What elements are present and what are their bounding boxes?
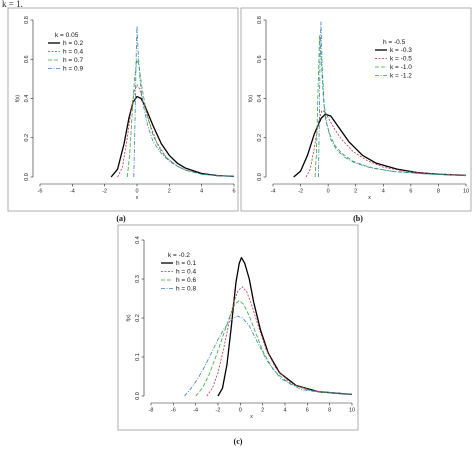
x-axis: -6 -4 -2 0 2 4 6 x	[38, 183, 236, 201]
x-tick-label: 8	[328, 408, 331, 414]
x-tick-label: -2	[298, 189, 303, 195]
x-tick-label: 4	[200, 189, 203, 195]
x-tick-label: -6	[171, 408, 176, 414]
legend-entry-label: h = 0.7	[63, 57, 83, 64]
y-tick-label: 0.0	[257, 173, 263, 181]
legend-entry-label: k = -0.3	[390, 47, 412, 54]
x-tick-label: 4	[382, 189, 385, 195]
x-tick-label: 8	[437, 189, 440, 195]
y-axis: 0.0 0.1 0.2 0.3 0.4 f(x)	[126, 236, 145, 400]
legend: k = 0.05h = 0.2 h = 0.4h = 0.7 h = 0.9	[48, 32, 83, 73]
legend-entry-label: h = 0.4	[176, 269, 196, 276]
x-tick-label: 0	[135, 189, 138, 195]
y-tick-label: 0.4	[24, 95, 30, 103]
x-tick-label: 2	[261, 408, 264, 414]
x-tick-label: 0	[327, 189, 330, 195]
legend-title: h = -0.5	[383, 39, 406, 46]
y-tick-label: 0.2	[135, 314, 141, 322]
x-tick-label: 2	[354, 189, 357, 195]
x-tick-label: -8	[149, 408, 154, 414]
x-tick-label: -6	[38, 189, 43, 195]
series-line-4	[318, 21, 467, 178]
x-axis-label: x	[250, 414, 253, 420]
y-tick-label: 0.4	[257, 95, 263, 103]
legend-entry-label: k = -1.2	[390, 73, 412, 80]
panel-a-border	[7, 7, 239, 212]
legend-entry-label: h = 0.9	[63, 66, 83, 73]
series-group	[110, 25, 235, 178]
legend-title: k = -0.2	[168, 252, 190, 259]
series-line-4	[133, 25, 235, 178]
x-tick-label: 6	[232, 189, 235, 195]
legend-entry-label: k = -1.0	[390, 64, 412, 71]
x-axis-label: x	[368, 195, 371, 201]
y-axis: 0.0 0.2 0.4 0.6 0.8 f(x)	[248, 16, 267, 181]
series-line-4	[184, 315, 353, 397]
series-line-1	[293, 113, 467, 178]
x-tick-label: 6	[306, 408, 309, 414]
y-axis: 0.0 0.2 0.4 0.6 0.8 f(x)	[15, 16, 34, 181]
top-text-fragment: k = 1.	[2, 0, 23, 9]
legend: h = -0.5k = -0.3 k = -0.5k = -1.0 k = -1.2	[375, 39, 412, 80]
legend-title: k = 0.05	[55, 32, 79, 39]
y-axis-label: f(x)	[248, 95, 254, 103]
y-tick-label: 0.3	[135, 275, 141, 283]
legend-entry-label: h = 0.1	[176, 260, 196, 267]
legend-entry-label: h = 0.8	[176, 286, 196, 293]
y-tick-label: 0.4	[135, 236, 141, 244]
y-tick-label: 0.6	[24, 55, 30, 63]
chart-panel-c: -8 -6 -4 -2 0 2 4 6 8 10 x 0.0 0.1 0.2 0.3 0.4 f(x) k = -…	[126, 236, 355, 420]
x-tick-label: 10	[463, 189, 469, 195]
series-line-2	[305, 109, 467, 178]
series-line-3	[195, 300, 353, 397]
panel-c-border	[117, 224, 359, 431]
x-tick-label: -2	[216, 408, 221, 414]
series-group	[184, 256, 353, 397]
x-tick-label: -4	[271, 189, 276, 195]
y-tick-label: 0.2	[257, 134, 263, 142]
y-tick-label: 0.8	[24, 16, 30, 24]
series-line-1	[110, 95, 235, 178]
x-tick-label: -4	[193, 408, 198, 414]
caption-b: (b)	[353, 214, 363, 223]
y-tick-label: 0.0	[24, 173, 30, 181]
legend: k = -0.2h = 0.1 h = 0.4h = 0.6 h = 0.8	[161, 252, 196, 293]
chart-panel-a: -6 -4 -2 0 2 4 6x0.00.20.40.60.8f(x)k = 0.05h …	[15, 16, 236, 201]
legend-entry-label: h = 0.4	[63, 49, 83, 56]
x-tick-label: 6	[409, 189, 412, 195]
y-tick-label: 0.1	[135, 353, 141, 361]
x-tick-label: -2	[102, 189, 107, 195]
legend-entry-label: k = -0.5	[390, 56, 412, 63]
y-tick-label: 0.0	[135, 392, 141, 400]
x-tick-label: 10	[349, 408, 355, 414]
x-tick-label: 2	[168, 189, 171, 195]
legend-entry-label: h = 0.6	[176, 277, 196, 284]
legend-entry-label: h = 0.2	[63, 40, 83, 47]
y-axis-label: f(x)	[126, 314, 132, 322]
x-axis: -8 -6 -4 -2 0 2 4 6 8 10 x	[149, 402, 355, 420]
x-tick-label: 4	[283, 408, 286, 414]
series-line-1	[217, 256, 353, 397]
x-axis-label: x	[136, 195, 139, 201]
y-tick-label: 0.6	[257, 55, 263, 63]
series-line-3	[126, 58, 235, 178]
caption-a: (a)	[116, 214, 126, 223]
y-tick-label: 0.2	[24, 134, 30, 142]
x-axis: -4 -2 0 2 4 6 8 10 x	[271, 183, 469, 201]
x-tick-label: 0	[239, 408, 242, 414]
series-line-2	[206, 286, 353, 397]
x-tick-label: -4	[70, 189, 75, 195]
caption-c: (c)	[234, 437, 243, 446]
series-group	[293, 21, 467, 178]
y-tick-label: 0.8	[257, 16, 263, 24]
y-axis-label: f(x)	[15, 95, 21, 103]
panel-b-border	[240, 7, 472, 212]
